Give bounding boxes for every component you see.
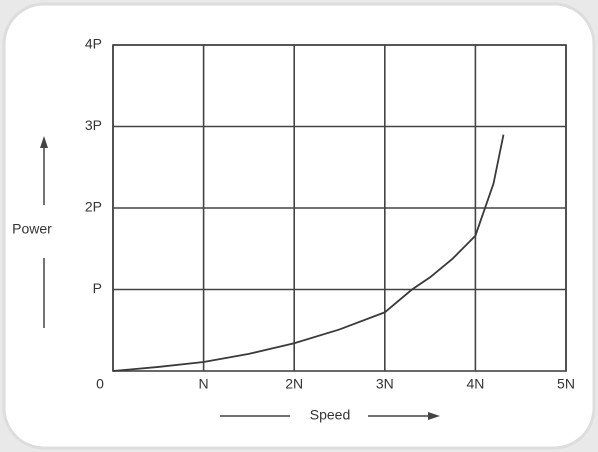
y-tick-label: 2P — [85, 199, 102, 215]
y-tick-label: 3P — [85, 117, 102, 133]
x-tick-label: N — [199, 376, 209, 392]
x-axis-label: Speed — [310, 407, 350, 423]
x-tick-label: 2N — [285, 376, 303, 392]
x-tick-label: 3N — [376, 376, 394, 392]
y-tick-label: P — [93, 280, 102, 296]
x-tick-label: 0 — [96, 376, 104, 392]
x-tick-label: 4N — [466, 376, 484, 392]
y-axis-label: Power — [12, 221, 52, 237]
x-tick-label: 5N — [557, 376, 575, 392]
line-series — [112, 134, 505, 372]
y-tick-label: 4P — [85, 36, 102, 52]
y-arrow-head — [40, 136, 48, 148]
x-arrow-head — [428, 412, 440, 420]
